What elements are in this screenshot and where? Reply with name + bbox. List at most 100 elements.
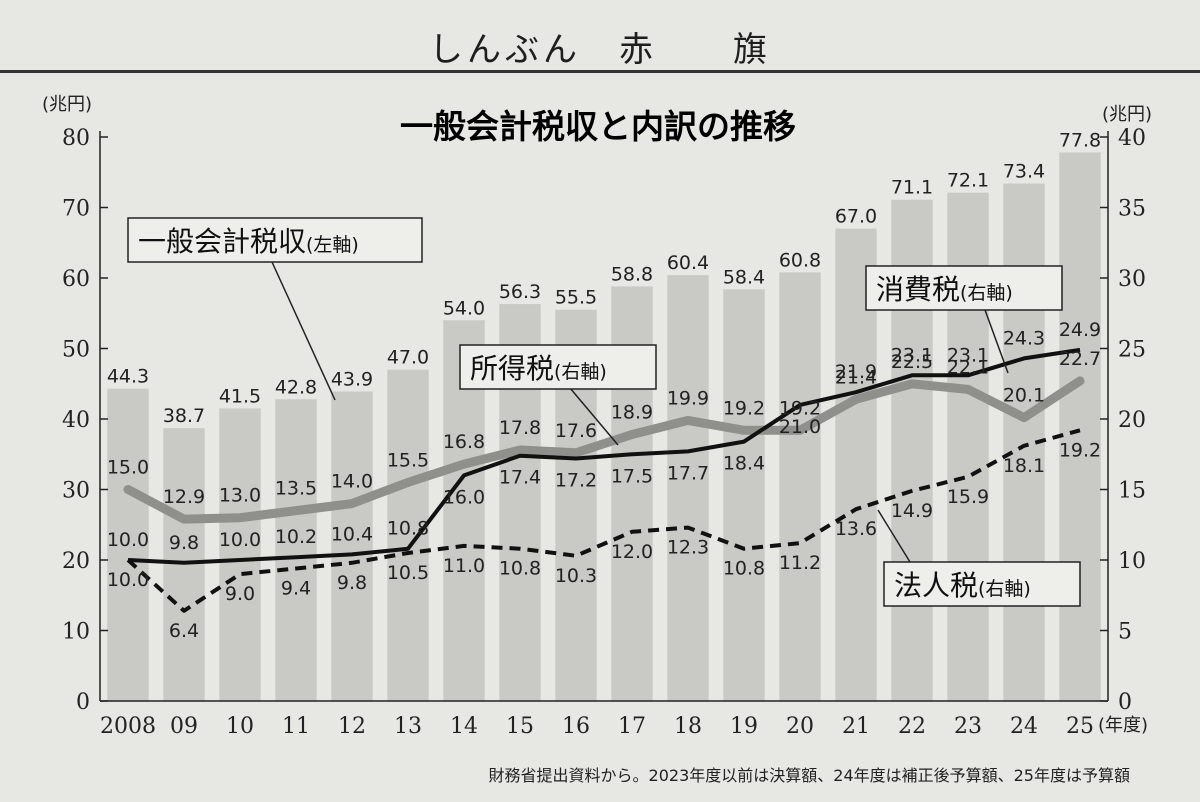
consumption-tax-value-label: 10.8 (387, 518, 429, 540)
right-tick-label: 35 (1118, 197, 1146, 222)
bar-value-label: 42.8 (275, 376, 317, 398)
income-tax-value-label: 14.0 (331, 471, 373, 493)
income-tax-value-label: 15.0 (107, 457, 149, 479)
consumption-tax-value-label: 10.2 (275, 526, 317, 548)
bar-value-label: 44.3 (107, 366, 149, 388)
consumption-tax-value-label: 17.7 (667, 462, 709, 484)
consumption-tax-line (127, 347, 1081, 565)
left-tick-label: 60 (62, 267, 90, 292)
consumption-tax-value-label: 9.8 (169, 532, 199, 554)
callout-label-income: 所得税(右軸) (470, 352, 607, 385)
bar-value-label: 72.1 (947, 170, 989, 192)
corporate-tax-value-label: 11.0 (443, 555, 485, 577)
callout-label-consumption: 消費税(右軸) (876, 273, 1013, 306)
corporate-tax-value-label: 14.9 (891, 500, 933, 522)
x-tick-label-20: 20 (786, 714, 814, 739)
income-tax-value-label: 16.8 (443, 431, 485, 453)
x-tick-label-19: 19 (730, 714, 758, 739)
x-tick-label-14: 14 (450, 714, 478, 739)
consumption-tax-value-label: 17.4 (499, 467, 541, 489)
income-tax-value-label: 13.0 (219, 485, 261, 507)
bar-value-label: 60.4 (667, 252, 709, 274)
x-tick-label-10: 10 (226, 714, 254, 739)
consumption-tax-value-label: 17.5 (611, 465, 653, 487)
bar-value-label: 38.7 (163, 405, 205, 427)
corporate-tax-value-label: 9.8 (337, 572, 367, 594)
consumption-tax-value-label: 23.1 (947, 344, 989, 366)
bar-25 (1059, 152, 1101, 701)
income-tax-line (123, 376, 1085, 524)
consumption-tax-value-label: 10.0 (107, 529, 149, 551)
chart-title: 一般会計税収と内訳の推移 (400, 107, 796, 146)
left-axis-unit: (兆円) (42, 94, 92, 115)
corporate-tax-value-label: 10.5 (387, 562, 429, 584)
corporate-tax-value-label: 15.9 (947, 486, 989, 508)
x-tick-label-22: 22 (898, 714, 926, 739)
line-layer (123, 347, 1085, 613)
left-tick-label: 80 (62, 126, 90, 151)
x-tick-label-21: 21 (842, 714, 870, 739)
consumption-tax-value-label: 16.0 (443, 486, 485, 508)
masthead: しんぶん 赤 旗 (429, 30, 771, 70)
bar-value-label: 77.8 (1059, 130, 1101, 152)
callout-box-consumption (865, 265, 1063, 311)
left-tick-label: 10 (62, 620, 90, 645)
consumption-tax-value-label: 24.3 (1003, 327, 1045, 349)
consumption-tax-value-label: 24.9 (1059, 319, 1101, 341)
right-tick-label: 10 (1118, 549, 1146, 574)
x-tick-label-18: 18 (674, 714, 702, 739)
source-note: 財務省提出資料から。2023年度以前は決算額、24年度は補正後予算額、25年度は… (488, 766, 1130, 785)
bar-value-label: 58.4 (723, 266, 765, 288)
callout-box-income (459, 344, 657, 390)
bar-value-label: 54.0 (443, 297, 485, 319)
right-axis-unit: (兆円) (1102, 104, 1152, 125)
bar-18 (667, 275, 709, 701)
right-tick-label: 40 (1118, 126, 1146, 151)
income-tax-value-label: 15.5 (387, 449, 429, 471)
callout-leader-corporate (877, 509, 911, 563)
corporate-tax-value-label: 10.3 (555, 565, 597, 587)
corporate-tax-value-label: 9.4 (281, 577, 311, 599)
x-tick-label-23: 23 (954, 714, 982, 739)
x-tick-label-12: 12 (338, 714, 366, 739)
income-tax-value-label: 18.9 (611, 402, 653, 424)
income-tax-value-label: 13.5 (275, 478, 317, 500)
consumption-tax-value-label: 18.4 (723, 453, 765, 475)
corporate-tax-value-label: 10.0 (107, 569, 149, 591)
income-tax-value-label: 17.6 (555, 420, 597, 442)
callout-label-corporate: 法人税(右軸) (894, 569, 1031, 602)
bar-11 (275, 399, 317, 701)
callout-leader-consumption (984, 309, 1009, 374)
masthead-rule (0, 70, 1200, 73)
left-tick-label: 70 (62, 197, 90, 222)
corporate-tax-value-label: 11.2 (779, 552, 821, 574)
corporate-tax-value-label: 12.3 (667, 537, 709, 559)
x-tick-label-24: 24 (1010, 714, 1038, 739)
callout-layer: 一般会計税収(左軸) 所得税(右軸) 消費税(右軸) 法人税(右軸) (127, 217, 1081, 607)
consumption-tax-value-label: 17.2 (555, 469, 597, 491)
income-tax-value-label: 19.9 (667, 387, 709, 409)
bar-value-label: 58.8 (611, 263, 653, 285)
callout-leader-general (271, 261, 336, 401)
x-tick-label-11: 11 (282, 714, 310, 739)
left-tick-label: 0 (76, 690, 90, 715)
left-tick-label: 40 (62, 408, 90, 433)
bar-value-label: 60.8 (779, 249, 821, 271)
consumption-tax-value-label: 10.4 (331, 523, 373, 545)
corporate-tax-value-label: 10.8 (499, 558, 541, 580)
corporate-tax-value-label: 6.4 (169, 620, 199, 642)
income-tax-value-label: 20.1 (1003, 385, 1045, 407)
bar-value-label: 56.3 (499, 281, 541, 303)
right-tick-label: 5 (1118, 620, 1132, 645)
callout-label-general: 一般会計税収(左軸) (138, 225, 359, 258)
income-tax-value-label: 22.5 (891, 351, 933, 373)
income-tax-value-label: 17.8 (499, 417, 541, 439)
bar-value-label: 43.9 (331, 369, 373, 391)
bar-value-label: 41.5 (219, 385, 261, 407)
x-tick-label-09: 09 (170, 714, 198, 739)
x-tick-label-2008: 2008 (100, 714, 156, 739)
income-tax-value-label: 19.2 (779, 397, 821, 419)
